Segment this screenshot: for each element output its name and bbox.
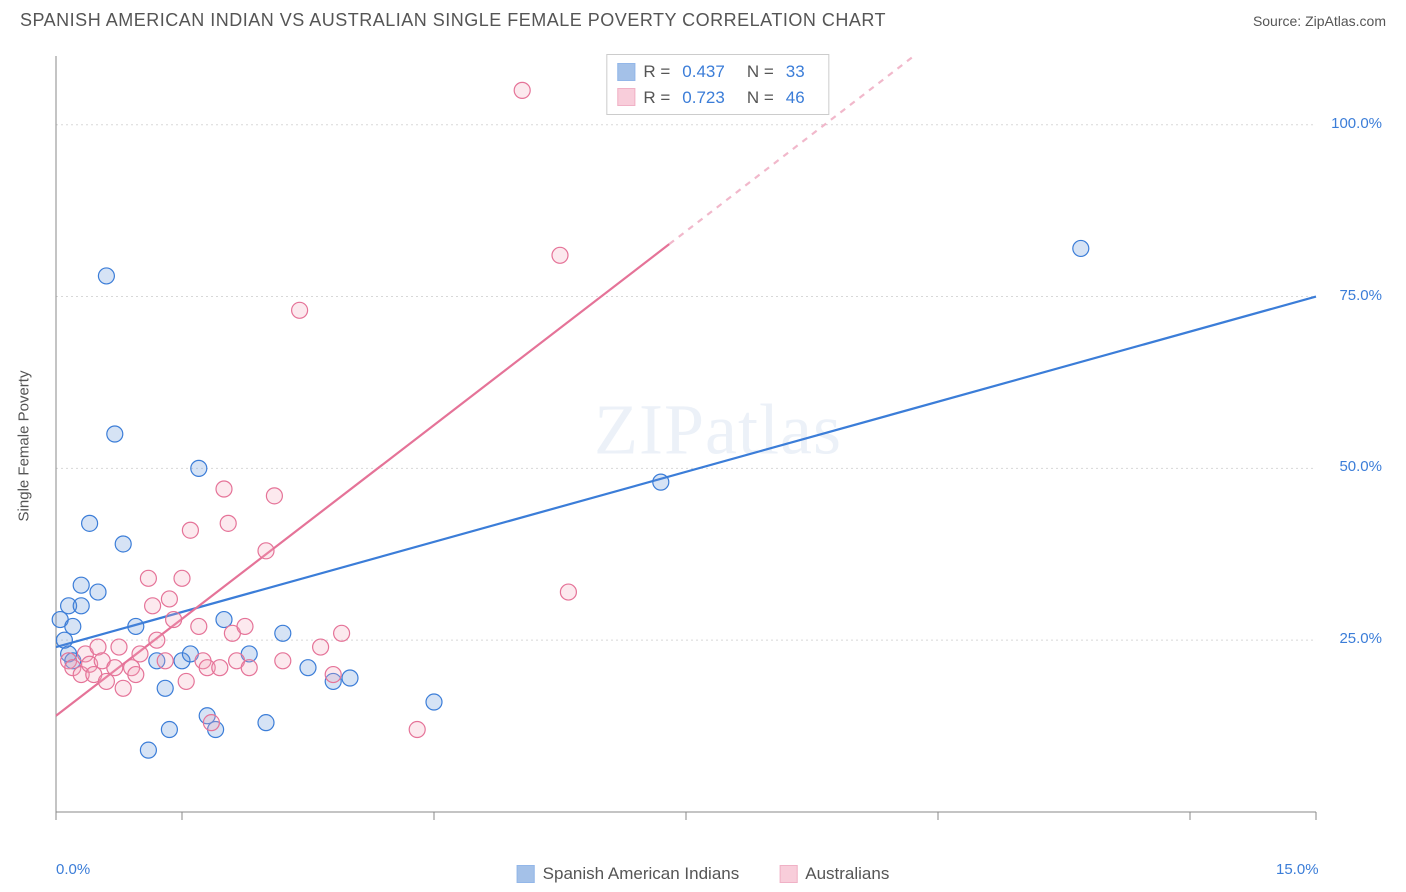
chart-header: SPANISH AMERICAN INDIAN VS AUSTRALIAN SI… bbox=[0, 0, 1406, 37]
chart-area: Single Female Poverty ZIPatlas R =0.437N… bbox=[50, 50, 1386, 842]
legend-swatch bbox=[617, 63, 635, 81]
correlation-legend-row: R = 0.437 N = 33 bbox=[617, 59, 818, 85]
y-axis-label: Single Female Poverty bbox=[16, 371, 33, 522]
y-tick-label: 100.0% bbox=[1331, 115, 1382, 132]
correlation-legend: R = 0.437 N = 33 R = 0.723 N = 46 bbox=[606, 54, 829, 115]
source-attribution: Source: ZipAtlas.com bbox=[1253, 13, 1386, 29]
r-value: 0.723 bbox=[682, 85, 725, 111]
r-value: 0.437 bbox=[682, 59, 725, 85]
n-label: N = bbox=[747, 85, 774, 111]
r-label: R = bbox=[643, 85, 670, 111]
chart-title: SPANISH AMERICAN INDIAN VS AUSTRALIAN SI… bbox=[20, 10, 886, 31]
source-prefix: Source: bbox=[1253, 13, 1305, 29]
legend-swatch bbox=[779, 865, 797, 883]
series-legend-item: Spanish American Indians bbox=[517, 864, 740, 884]
n-label: N = bbox=[747, 59, 774, 85]
r-label: R = bbox=[643, 59, 670, 85]
n-value: 33 bbox=[786, 59, 805, 85]
source-link[interactable]: ZipAtlas.com bbox=[1305, 13, 1386, 29]
x-tick-label: 0.0% bbox=[56, 861, 90, 878]
series-legend: Spanish American Indians Australians bbox=[517, 864, 890, 884]
correlation-legend-row: R = 0.723 N = 46 bbox=[617, 85, 818, 111]
y-tick-label: 75.0% bbox=[1339, 287, 1382, 304]
series-name: Australians bbox=[805, 864, 889, 884]
y-tick-label: 25.0% bbox=[1339, 630, 1382, 647]
scatter-plot bbox=[50, 50, 1386, 842]
x-tick-label: 15.0% bbox=[1276, 861, 1319, 878]
y-tick-label: 50.0% bbox=[1339, 458, 1382, 475]
series-name: Spanish American Indians bbox=[543, 864, 740, 884]
n-value: 46 bbox=[786, 85, 805, 111]
series-legend-item: Australians bbox=[779, 864, 889, 884]
legend-swatch bbox=[517, 865, 535, 883]
legend-swatch bbox=[617, 88, 635, 106]
